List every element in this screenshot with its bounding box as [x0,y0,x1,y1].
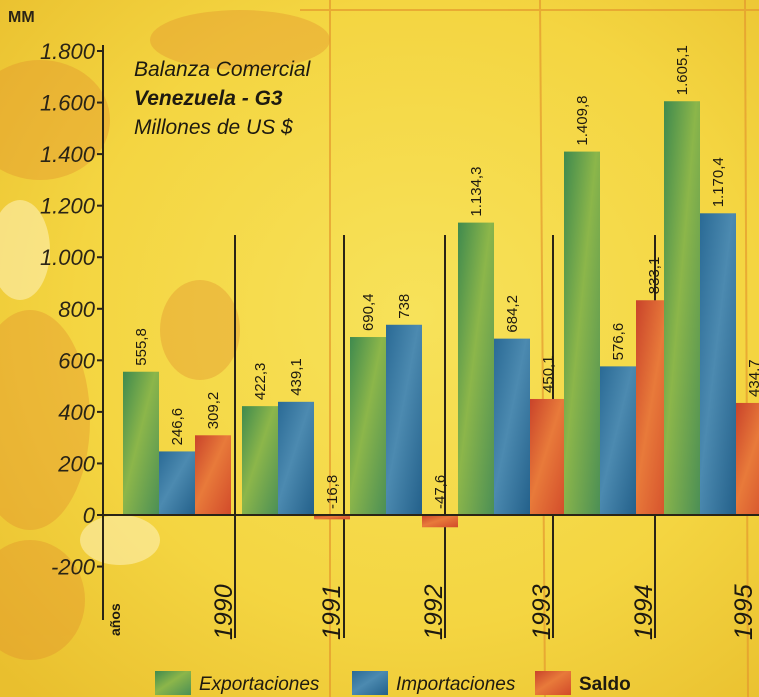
y-tick-label: 400 [58,400,95,425]
value-label-saldo-1995: 434,7 [746,359,759,397]
value-label-exportaciones-1990: 555,8 [133,328,150,366]
y-tick-label: 1.800 [40,39,96,64]
legend-swatch-importaciones [352,671,388,695]
y-tick-label: 1.000 [40,245,96,270]
y-tick-label: 800 [58,297,95,322]
bar-exportaciones-1995 [664,101,700,515]
bar-importaciones-1993 [494,338,530,515]
bar-saldo-1991 [314,515,350,520]
bar-importaciones-1992 [386,324,422,515]
bar-exportaciones-1993 [458,222,494,515]
bars [123,101,759,528]
legend-label-saldo: Saldo [579,674,631,695]
value-label-importaciones-1991: 439,1 [288,358,305,396]
value-label-exportaciones-1992: 690,4 [360,293,377,331]
year-label-1994: 1994 [630,584,658,640]
value-label-importaciones-1990: 246,6 [169,408,186,446]
value-labels: 555,8 246,6 309,2 422,3 439,1 -16,8 690,4 738 -4… [133,45,759,509]
y-tick-label: 0 [83,503,96,528]
y-tick-label: 200 [57,451,95,476]
legend-item-saldo: Saldo [535,671,631,695]
legend-swatch-exportaciones [155,671,191,695]
legend-label-exportaciones: Exportaciones [199,674,320,695]
value-label-exportaciones-1993: 1.134,3 [468,167,485,217]
bar-saldo-1992 [422,515,458,528]
value-label-saldo-1993: 450,1 [540,355,557,393]
year-label-1991: 1991 [318,584,346,640]
value-label-saldo-1992: -47,6 [432,475,449,509]
bar-exportaciones-1990 [123,371,159,515]
legend-item-exportaciones: Exportaciones [155,671,320,695]
legend-swatch-saldo [535,671,571,695]
legend-label-importaciones: Importaciones [396,674,516,695]
value-label-saldo-1994: 833,1 [646,257,663,295]
y-tick-label: 1.400 [40,142,96,167]
y-tick-label: 1.200 [40,194,96,219]
legend: Exportaciones Importaciones Saldo [155,671,631,695]
value-label-importaciones-1994: 576,6 [610,323,627,361]
bar-saldo-1993 [530,398,566,515]
y-tick-label: 600 [58,348,95,373]
bar-saldo-1995 [736,402,759,515]
y-tick-label: 1.600 [40,91,96,116]
bar-saldo-1990 [195,435,231,515]
bar-exportaciones-1991 [242,406,278,515]
value-label-saldo-1990: 309,2 [205,392,222,430]
legend-item-importaciones: Importaciones [352,671,516,695]
y-tick-label: -200 [51,555,96,580]
value-label-importaciones-1993: 684,2 [504,295,521,333]
chart-title-block: Balanza Comercial Venezuela - G3 Millone… [134,58,312,139]
bar-exportaciones-1994 [564,151,600,515]
year-label-1993: 1993 [528,584,556,640]
bar-exportaciones-1992 [350,337,386,515]
x-axis-unit: años [107,603,123,636]
chart-subtitle: Venezuela - G3 [134,87,283,110]
value-label-exportaciones-1995: 1.605,1 [674,45,691,95]
value-label-importaciones-1995: 1.170,4 [710,157,727,207]
bar-importaciones-1995 [700,213,736,516]
value-label-exportaciones-1991: 422,3 [252,363,269,401]
bar-importaciones-1990 [159,451,195,515]
year-label-1990: 1990 [210,584,238,640]
year-label-1992: 1992 [420,584,448,640]
value-label-importaciones-1992: 738 [396,294,413,319]
x-axis: años 1990 1991 1992 1993 1994 1995 [103,514,759,640]
value-label-saldo-1991: -16,8 [324,475,341,509]
year-label-1995: 1995 [730,584,758,640]
bar-importaciones-1994 [600,366,636,515]
y-axis: MM -200 0 200 400 600 800 1.000 1.200 1.400 1.600 1… [8,9,104,620]
value-label-exportaciones-1994: 1.409,8 [574,96,591,146]
chart-title: Balanza Comercial [134,58,312,81]
chart-units: Millones de US $ [134,116,293,139]
bar-importaciones-1991 [278,401,314,515]
y-axis-unit: MM [8,9,35,26]
